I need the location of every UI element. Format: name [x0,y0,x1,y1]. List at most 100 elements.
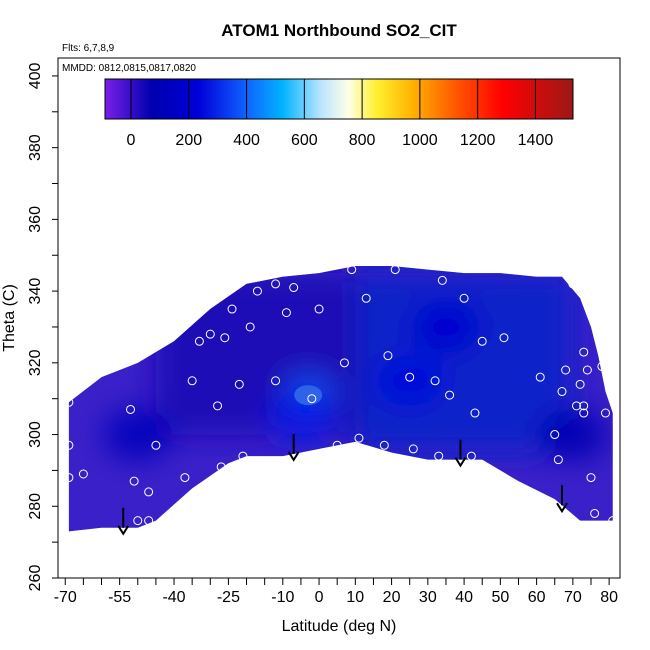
flights-annotation: Flts: 6,7,8,9 [62,43,115,54]
sample-point [405,372,415,382]
sample-point [213,401,223,411]
sample-point [144,487,154,497]
y-axis-tick-label: 400 [27,62,44,89]
x-axis-title: Latitude (deg N) [282,618,397,635]
field-blob [411,300,480,353]
sample-point [571,401,581,411]
sample-point [187,376,197,386]
sample-point [579,347,589,357]
colorbar-tick-label: 200 [175,132,202,149]
sample-point [78,469,88,479]
sample-point [557,387,567,397]
sample-point [180,473,190,483]
sample-point [354,433,364,443]
y-axis-tick-label: 340 [27,278,44,305]
sample-point [238,451,248,461]
field-shading [103,273,607,461]
sample-point [289,283,299,293]
profile-arrow-head [454,457,467,468]
x-axis-tick-label: 70 [564,589,582,606]
sample-point [271,279,281,289]
field-blob [103,408,172,461]
field-blob [538,408,607,461]
y-axis-tick-label: 280 [27,493,44,520]
sample-point [579,401,589,411]
profile-arrow [454,439,467,468]
sample-point [314,304,324,314]
sample-point [437,275,447,285]
sample-point [307,394,317,404]
sample-point [470,408,480,418]
x-axis-tick-label: 80 [600,589,618,606]
field-blur-group [103,273,607,461]
colorbar: 0 200 400 600 800 1000 1200 1400 [104,78,574,149]
field-blob [266,390,335,443]
colorbar-tick-label: 400 [233,132,260,149]
profile-arrow-head [117,525,130,536]
x-axis-tick-label: 40 [455,589,473,606]
sample-point [332,440,342,450]
colorbar-bar [104,78,574,120]
sample-point [64,397,74,407]
sample-point [281,308,291,318]
sample-point [64,440,74,450]
sample-point [535,372,545,382]
sample-point [586,473,596,483]
sample-point [64,473,74,483]
sample-point [434,451,444,461]
x-axis-tick-label: 50 [491,589,509,606]
sample-point [430,376,440,386]
sample-point [151,440,161,450]
profile-arrows [117,433,568,536]
sample-point [383,351,393,361]
heatmap-field [68,266,613,532]
colorbar-tick-label: 0 [127,132,136,149]
field-peak [294,385,323,406]
sample-point [361,293,371,303]
sample-point [234,379,244,389]
profile-arrow-head [556,502,568,514]
sample-point [216,462,226,472]
plot-frame [57,57,621,579]
sample-point [597,361,607,371]
sample-point [608,516,618,526]
sample-point [129,476,139,486]
sample-point [477,336,487,346]
sample-point [227,304,237,314]
y-axis-tick-label: 320 [27,349,44,376]
x-axis-tick-label: 0 [315,589,324,606]
sample-point [126,404,136,414]
sample-point [550,430,560,440]
sample-point [144,516,154,526]
x-axis: -70 -55 -40 -25 -10 0 10 20 30 40 50 60 70 80 [54,578,618,606]
sample-points [64,265,618,526]
sample-point [252,286,262,296]
sample-point [600,408,610,418]
y-axis-tick-label: 260 [27,565,44,592]
colorbar-tick-label: 1000 [402,132,438,149]
profile-arrow [117,507,130,536]
sample-point [205,329,215,339]
sample-point [561,365,571,375]
sample-point [582,365,592,375]
colorbar-tick-label: 1400 [518,132,554,149]
sample-point [575,379,585,389]
y-axis-tick-label: 300 [27,421,44,448]
x-axis-tick-label: 60 [528,589,546,606]
colorbar-ticks: 0 200 400 600 800 1000 1200 1400 [127,79,554,149]
x-axis-tick-label: -10 [271,589,294,606]
mmdd-annotation: MMDD: 0812,0815,0817,0820 [62,63,196,74]
sample-point [347,265,357,275]
sample-point [499,333,509,343]
profile-arrow [556,485,568,514]
y-axis-tick-label: 360 [27,206,44,233]
sample-point [408,444,418,454]
sample-point [339,358,349,368]
x-axis-tick-label: -40 [162,589,185,606]
sample-point [553,455,563,465]
sample-point [245,322,255,332]
x-axis-tick-label: -70 [54,589,77,606]
sample-point [459,293,469,303]
y-axis-tick-label: 380 [27,134,44,161]
